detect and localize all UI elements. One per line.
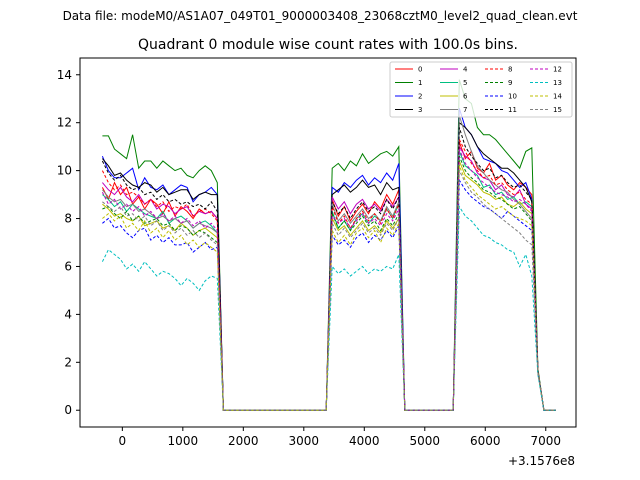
y-tick-label: 0	[64, 403, 72, 417]
legend-label-15: 15	[553, 106, 562, 114]
legend-label-3: 3	[418, 106, 422, 114]
x-tick-label: 5000	[410, 434, 441, 448]
legend-label-14: 14	[553, 93, 562, 101]
y-tick-label: 6	[64, 259, 72, 273]
y-tick-label: 2	[64, 355, 72, 369]
plot-area: 0 1000 2000 3000 4000 5000 6000 7000 0246810121…	[57, 57, 577, 448]
y-tick-label: 4	[64, 307, 72, 321]
legend-label-10: 10	[508, 93, 517, 101]
x-tick-label: 3000	[289, 434, 320, 448]
x-tick-label: 1000	[168, 434, 199, 448]
chart-title: Quadrant 0 module wise count rates with …	[138, 37, 518, 53]
legend-label-12: 12	[553, 66, 562, 74]
legend-label-2: 2	[418, 93, 422, 101]
legend-frame	[389, 61, 573, 118]
y-tick-label: 8	[64, 212, 72, 226]
x-tick-label: 2000	[228, 434, 259, 448]
x-tick-label: 4000	[349, 434, 380, 448]
y-tick-label: 10	[57, 164, 72, 178]
x-tick-label: 0	[119, 434, 127, 448]
chart-suptitle: Data file: modeM0/AS1A07_049T01_90000034…	[63, 9, 578, 23]
legend-label-8: 8	[508, 66, 512, 74]
x-axis: 0 1000 2000 3000 4000 5000 6000 7000	[119, 427, 561, 448]
legend-label-6: 6	[463, 93, 468, 101]
plot-frame	[79, 57, 577, 428]
legend-label-13: 13	[553, 79, 562, 87]
legend-label-0: 0	[418, 66, 422, 74]
y-tick-label: 12	[57, 116, 72, 130]
x-tick-label: 7000	[530, 434, 561, 448]
legend-label-9: 9	[508, 79, 512, 87]
legend-label-11: 11	[508, 106, 517, 114]
x-tick-label: 6000	[470, 434, 501, 448]
y-axis: 0 2 4 6 8 10 12 14	[57, 68, 80, 417]
series-line-15	[102, 170, 556, 411]
legend-label-7: 7	[463, 106, 467, 114]
x-offset-label: +3.1576e8	[508, 454, 575, 468]
legend-label-5: 5	[463, 79, 467, 87]
y-tick-label: 14	[57, 68, 72, 82]
legend-label-4: 4	[463, 66, 468, 74]
series-line-10	[102, 178, 556, 411]
legend-label-1: 1	[418, 79, 422, 87]
series-line-13	[101, 204, 556, 411]
series-layer	[101, 79, 556, 411]
